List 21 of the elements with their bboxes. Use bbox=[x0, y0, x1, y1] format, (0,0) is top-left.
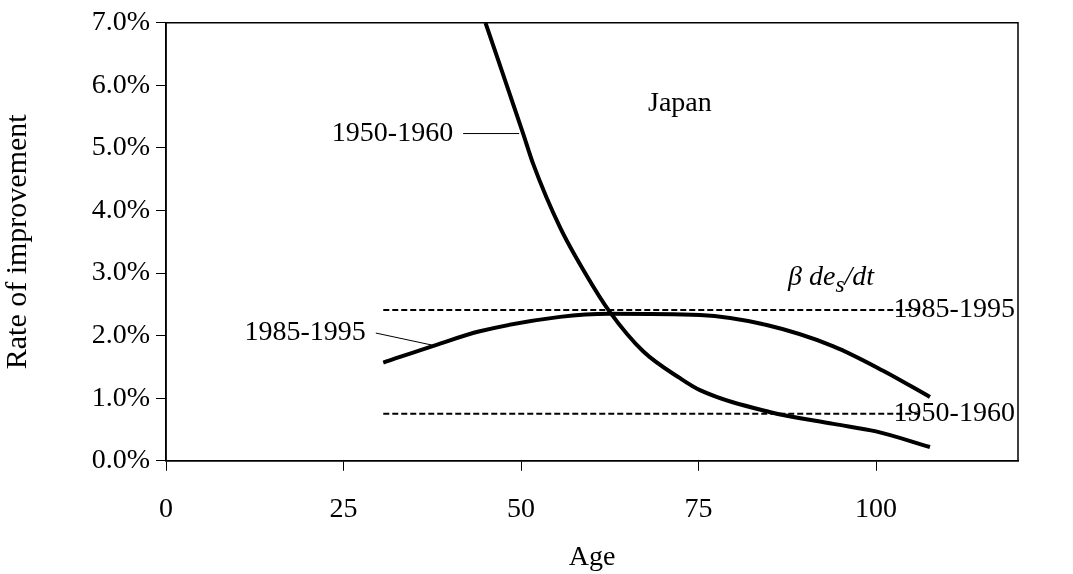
x-axis-title: Age bbox=[568, 539, 616, 571]
x-tick-label: 100 bbox=[855, 491, 897, 523]
y-tick-label: 0.0% bbox=[91, 443, 150, 475]
y-tick-label: 5.0% bbox=[91, 130, 150, 162]
y-tick-label: 3.0% bbox=[91, 255, 150, 287]
series-label: 1950-1960 bbox=[893, 396, 1015, 428]
x-tick-label: 75 bbox=[684, 491, 713, 523]
y-tick-label: 1.0% bbox=[91, 380, 150, 412]
annotation: β de$_{s}$/dt bbox=[788, 260, 875, 298]
x-tick-label: 50 bbox=[507, 491, 535, 523]
y-tick-label: 6.0% bbox=[91, 67, 150, 99]
legend-label: 1950-1960 bbox=[331, 115, 454, 147]
y-tick-label: 4.0% bbox=[91, 192, 150, 224]
annotation: Japan bbox=[648, 86, 712, 118]
x-tick-label: 0 bbox=[159, 491, 173, 523]
legend-label: 1985-1995 bbox=[244, 315, 366, 347]
y-axis-title: Rate of improvement bbox=[0, 113, 32, 370]
series-label: 1985-1995 bbox=[893, 292, 1015, 324]
x-tick-label: 25 bbox=[329, 491, 358, 523]
y-tick-label: 7.0% bbox=[91, 5, 150, 37]
y-tick-label: 2.0% bbox=[91, 318, 150, 350]
